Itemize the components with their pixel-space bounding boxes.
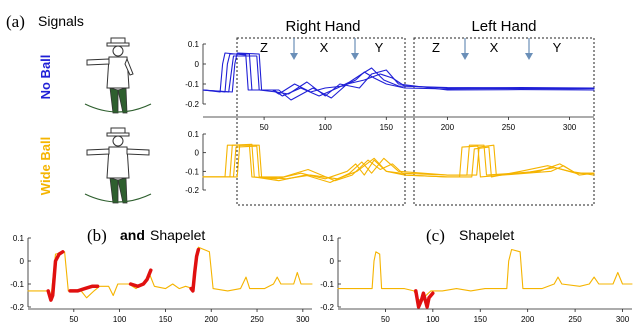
y-tick-label: 0.1: [323, 234, 335, 243]
shapelet-chart: 0.1 0 -0.1 -0.2 50 100 150 200 250 300: [320, 234, 633, 322]
y-tick-label: 0: [330, 257, 335, 266]
signal-series: [202, 144, 595, 180]
x-tick-label: 300: [616, 315, 630, 322]
signal-series: [202, 52, 595, 101]
x-tick-label: 50: [381, 315, 390, 322]
y-tick-label: 0: [195, 149, 200, 158]
signal-series: [337, 248, 633, 301]
x-tick-label: 50: [69, 315, 78, 322]
y-tick-label: 0.1: [13, 234, 25, 243]
y-tick-label: -0.2: [185, 186, 199, 195]
left-hand-label: Left Hand: [471, 18, 536, 35]
row-label-no-ball: No Ball: [38, 55, 53, 100]
x-tick-label: 100: [113, 315, 127, 322]
left-axis-z: Z: [432, 40, 440, 55]
x-tick-label: 100: [319, 123, 333, 132]
y-tick-label: 0: [195, 60, 200, 69]
signal-series: [202, 55, 595, 97]
shapelet-segment: [128, 268, 153, 289]
wide-ball-chart: 0.1 0 -0.1 -0.2: [185, 130, 595, 195]
x-tick-label: 250: [568, 315, 582, 322]
y-tick-label: -0.2: [185, 100, 199, 109]
x-tick-label: 300: [296, 315, 310, 322]
shapelet-segment: [46, 250, 65, 302]
x-tick-label: 150: [159, 315, 173, 322]
signal-series: [202, 143, 595, 184]
arrow-down-icon: [351, 38, 359, 60]
y-tick-label: 0: [20, 257, 25, 266]
arrow-down-icon: [525, 38, 533, 60]
row-label-wide-ball: Wide Ball: [38, 137, 53, 195]
no-ball-chart: 0.1 0 -0.1 -0.2 50 100 150 200 250 300: [185, 40, 595, 132]
right-axis-x: X: [320, 40, 329, 55]
panel-a-letter: (a): [6, 12, 25, 31]
right-axis-z: Z: [260, 40, 268, 55]
panel-b-title: Shapelet: [150, 227, 205, 243]
x-tick-label: 250: [250, 315, 264, 322]
y-tick-label: -0.2: [320, 303, 334, 312]
y-tick-label: -0.2: [10, 303, 24, 312]
panel-b-bold: and: [120, 227, 145, 243]
panel-c-letter: (c): [426, 226, 445, 245]
y-tick-label: 0.1: [188, 40, 200, 49]
person-figure-wide-ball: [84, 127, 152, 204]
shapelet-segment: [189, 247, 201, 293]
x-tick-label: 200: [205, 315, 219, 322]
arrow-down-icon: [461, 38, 469, 60]
signal-series: [27, 246, 313, 299]
person-figure-no-ball: [84, 37, 152, 114]
panel-b-letter: (b): [87, 226, 107, 245]
x-tick-label: 150: [380, 123, 394, 132]
right-axis-y: Y: [375, 40, 384, 55]
y-tick-label: -0.1: [320, 280, 334, 289]
y-tick-label: -0.1: [10, 280, 24, 289]
shapelet-segment: [414, 289, 435, 309]
left-axis-y: Y: [553, 40, 562, 55]
y-tick-label: -0.1: [185, 167, 199, 176]
right-hand-box: [236, 37, 406, 206]
x-tick-label: 300: [563, 123, 577, 132]
x-tick-label: 150: [474, 315, 488, 322]
panel-c-title: Shapelet: [459, 227, 514, 243]
arrow-down-icon: [290, 38, 298, 60]
y-tick-label: -0.1: [185, 80, 199, 89]
x-tick-label: 50: [260, 123, 269, 132]
right-hand-label: Right Hand: [285, 18, 360, 35]
panel-a-title: Signals: [38, 13, 84, 29]
and-shapelet-chart: 0.1 0 -0.1 -0.2 50 100 150 200 250 300: [10, 234, 313, 322]
x-tick-label: 100: [426, 315, 440, 322]
left-axis-x: X: [490, 40, 499, 55]
y-tick-label: 0.1: [188, 130, 200, 139]
x-tick-label: 250: [502, 123, 516, 132]
signal-series: [202, 53, 595, 97]
x-tick-label: 200: [521, 315, 535, 322]
shapelet-segment: [68, 284, 100, 293]
x-tick-label: 200: [441, 123, 455, 132]
left-hand-box: [413, 37, 595, 206]
